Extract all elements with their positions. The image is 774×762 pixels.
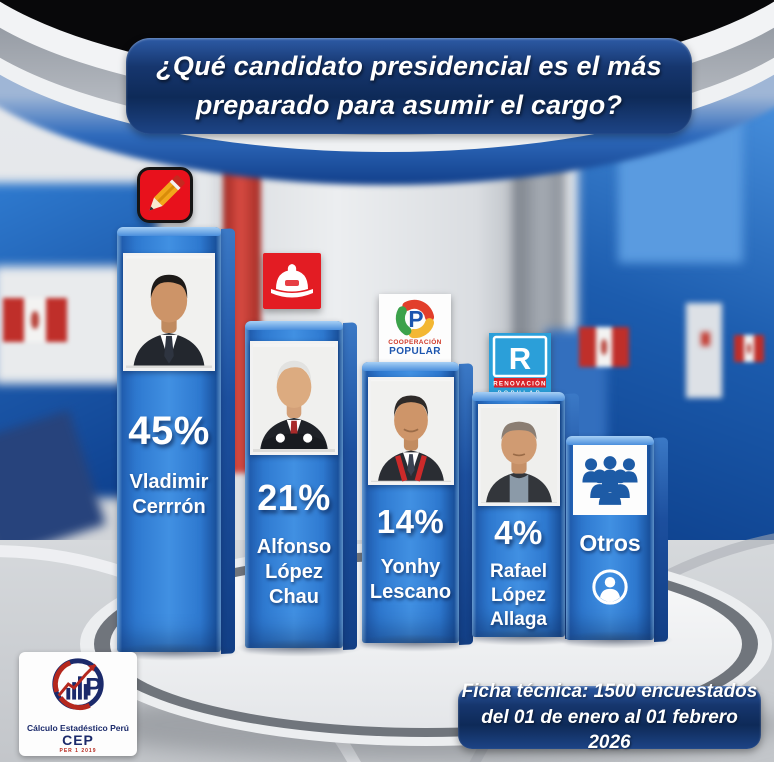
candidate-name-cerron: Vladimir Cerrrón <box>129 471 209 518</box>
bar-side-face <box>343 322 357 650</box>
candidate-photo-lopez-allaga <box>477 404 560 506</box>
renovacion-popular-logo: R RENOVACIÓN POPULAR <box>489 333 551 397</box>
ficha-line-1: Ficha técnica: 1500 encuestados <box>461 681 758 703</box>
coop-line-1: COOPERACIÓN <box>388 339 442 346</box>
cep-tagline: PER 1 2019 <box>59 748 97 754</box>
coop-letter: P <box>408 306 423 332</box>
hardhat-icon <box>263 253 321 309</box>
bar-front-face: Otros <box>566 436 654 640</box>
ficha-tecnica-box: Ficha técnica: 1500 encuestados del 01 d… <box>458 681 761 753</box>
question-line-2: preparado para asumir el cargo? <box>195 90 623 120</box>
percent-label-lopez-allaga: 4% <box>494 514 543 551</box>
crowd-icon <box>573 443 647 515</box>
bar-side-face <box>459 363 473 645</box>
pencil-icon <box>137 167 193 223</box>
right-white-panel <box>686 303 722 398</box>
right-small-flag <box>734 335 764 362</box>
cep-org-name: Cálculo Estadéstico Perú <box>26 723 130 733</box>
bar-front-face: 21% Alfonso López Chau <box>245 321 343 648</box>
candidate-name-lopez-chau: Alfonso López Chau <box>256 536 332 608</box>
coop-line-2: POPULAR <box>389 346 441 357</box>
result-bar-lopez-chau: 21% Alfonso López Chau <box>235 321 363 657</box>
bar-front-face: 14% Yonhy Lescano <box>362 362 459 643</box>
renovacion-letter: R <box>509 341 531 376</box>
cep-acronym: CEP <box>62 732 94 748</box>
percent-label-lescano: 14% <box>376 503 445 540</box>
cep-logo-card: P Cálculo Estadéstico Perú CEP PER 1 201… <box>19 652 137 756</box>
result-bar-cerron: 45% Vladimir Cerrrón <box>107 227 241 661</box>
candidate-name-lescano: Yonhy Lescano <box>369 556 452 603</box>
candidate-photo-lescano <box>367 377 454 485</box>
result-bar-otros: Otros <box>556 436 674 649</box>
person-circle-icon <box>591 568 629 611</box>
candidate-photo-lopez-chau <box>250 341 338 455</box>
bar-front-face: 45% Vladimir Cerrrón <box>117 227 221 652</box>
result-bar-lopez-allaga: 4% Rafael López Allaga <box>462 392 585 646</box>
bar-side-face <box>654 437 668 642</box>
cooperacion-popular-logo: P COOPERACIÓN POPULAR <box>379 294 451 362</box>
right-panel-red-mark <box>701 332 710 346</box>
percent-label-cerron: 45% <box>128 409 210 453</box>
percent-label-lopez-chau: 21% <box>257 477 331 518</box>
ficha-line-2: del 01 de enero al 01 febrero 2026 <box>481 706 738 754</box>
candidate-name-lopez-allaga: Rafael López Allaga <box>489 561 548 630</box>
result-bar-lescano: 14% Yonhy Lescano <box>352 362 479 652</box>
bar-front-face: 4% Rafael López Allaga <box>472 392 565 637</box>
left-peru-flag <box>3 298 67 342</box>
cep-logo: P <box>47 655 109 722</box>
question-line-1: ¿Qué candidato presidencial es el más <box>156 50 662 81</box>
right-peru-flag <box>579 327 630 367</box>
otros-label: Otros <box>579 530 641 556</box>
bar-side-face <box>221 228 235 654</box>
svg-text:P: P <box>85 674 102 702</box>
question-title-box: ¿Qué candidato presidencial es el más pr… <box>126 38 692 134</box>
renovacion-line-1: RENOVACIÓN <box>493 380 546 388</box>
candidate-photo-cerron <box>123 253 215 371</box>
